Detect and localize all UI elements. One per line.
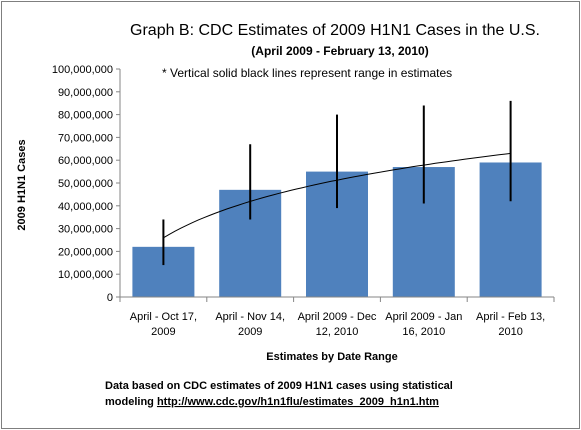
- chart-annotation: * Vertical solid black lines represent r…: [162, 66, 452, 80]
- axes: [119, 69, 555, 302]
- y-tick-label: 10,000,000: [58, 269, 113, 281]
- footer-line-1: Data based on CDC estimates of 2009 H1N1…: [105, 380, 453, 392]
- y-tick-label: 70,000,000: [58, 132, 113, 144]
- y-tick-label: 50,000,000: [58, 178, 113, 190]
- x-tick-label: April 2009 - Dec: [298, 311, 377, 323]
- x-tick-label: 2009: [238, 326, 262, 338]
- x-tick-label: 2010: [498, 326, 522, 338]
- source-link[interactable]: http://www.cdc.gov/h1n1flu/estimates_200…: [157, 396, 439, 408]
- y-tick-label: 90,000,000: [58, 87, 113, 99]
- footer-line-2-prefix: modeling: [105, 396, 157, 408]
- y-tick-label: 80,000,000: [58, 110, 113, 122]
- y-axis-ticks: 0 10,000,000 20,000,000 30,000,000 40,000,00…: [52, 64, 120, 304]
- bars: [132, 162, 542, 297]
- y-tick-label: 100,000,000: [52, 64, 113, 76]
- y-tick-label: 0: [107, 292, 113, 304]
- footer-line-2: modeling http://www.cdc.gov/h1n1flu/esti…: [105, 396, 439, 408]
- x-tick-label: April 2009 - Jan: [385, 311, 462, 323]
- x-axis-title: Estimates by Date Range: [266, 351, 397, 363]
- x-tick-label: 12, 2010: [316, 326, 359, 338]
- y-tick-label: 40,000,000: [58, 201, 113, 213]
- y-axis-title: 2009 H1N1 Cases: [16, 139, 28, 230]
- chart-subtitle: (April 2009 - February 13, 2010): [251, 44, 428, 58]
- y-tick-label: 20,000,000: [58, 246, 113, 258]
- x-tick-label: 2009: [151, 326, 175, 338]
- y-tick-label: 60,000,000: [58, 155, 113, 167]
- chart-title: Graph B: CDC Estimates of 2009 H1N1 Case…: [130, 22, 540, 39]
- y-tick-label: 30,000,000: [58, 224, 113, 236]
- x-tick-label: April - Oct 17,: [130, 311, 197, 323]
- range-lines: [162, 100, 512, 266]
- x-axis-labels: April - Oct 17, 2009 April - Nov 14, 2009 Ap…: [130, 311, 545, 338]
- x-tick-label: 16, 2010: [402, 326, 445, 338]
- x-tick-label: April - Feb 13,: [476, 311, 545, 323]
- x-tick-label: April - Nov 14,: [215, 311, 285, 323]
